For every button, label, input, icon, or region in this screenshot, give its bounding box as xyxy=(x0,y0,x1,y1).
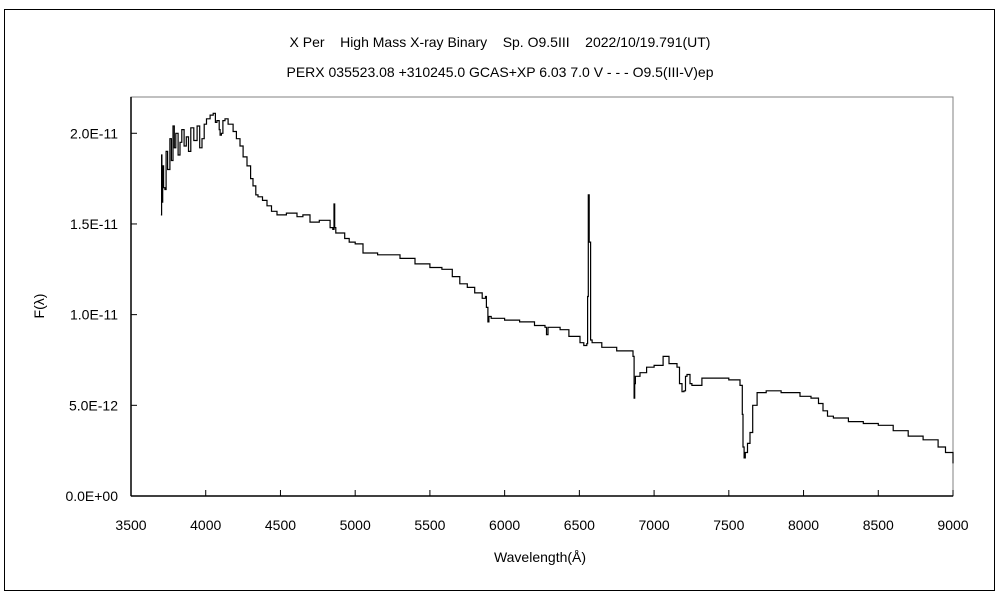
x-tick-label: 7500 xyxy=(713,517,744,533)
y-tick-label: 5.0E-12 xyxy=(69,397,118,413)
x-tick-label: 8000 xyxy=(788,517,819,533)
y-tick-label: 1.0E-11 xyxy=(70,307,118,323)
spectrum-line xyxy=(160,112,954,464)
chart-subtitle: PERX 035523.08 +310245.0 GCAS+XP 6.03 7.… xyxy=(287,64,714,80)
x-tick-label: 3500 xyxy=(115,517,146,533)
x-tick-label: 6500 xyxy=(564,517,595,533)
x-tick-label: 5000 xyxy=(340,517,371,533)
x-axis-label: Wavelength(Å) xyxy=(494,549,586,565)
x-tick-label: 7000 xyxy=(639,517,670,533)
x-tick-label: 9000 xyxy=(937,517,968,533)
x-tick-label: 4500 xyxy=(265,517,296,533)
x-tick-label: 5500 xyxy=(414,517,445,533)
y-tick-label: 1.5E-11 xyxy=(70,216,118,232)
chart-title: X Per High Mass X-ray Binary Sp. O9.5III… xyxy=(290,34,711,50)
outer-frame xyxy=(4,9,995,591)
x-tick-label: 6000 xyxy=(489,517,520,533)
y-axis-label: F(λ) xyxy=(31,294,47,319)
y-tick-label: 0.0E+00 xyxy=(65,488,118,504)
x-tick-label: 4000 xyxy=(190,517,221,533)
y-tick-label: 2.0E-11 xyxy=(70,125,118,141)
x-tick-label: 8500 xyxy=(863,517,894,533)
